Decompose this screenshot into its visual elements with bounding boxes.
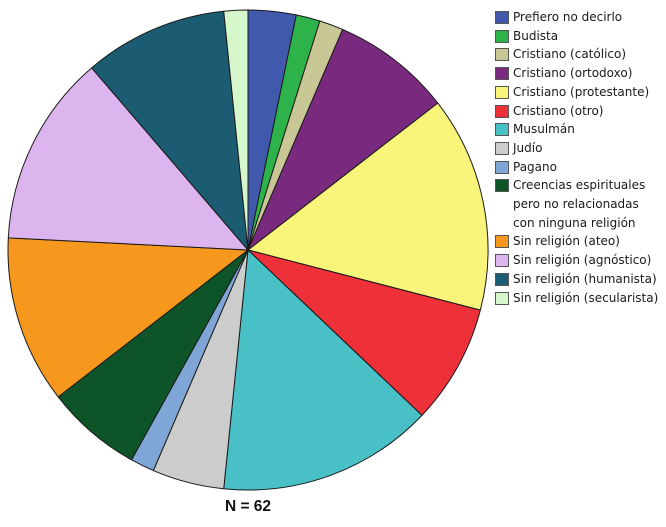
sample-size-label: N = 62 — [224, 498, 272, 515]
legend-label: Cristiano (ortodoxo) — [513, 66, 633, 81]
legend-item-budista: Budista — [495, 27, 665, 46]
pie-slice-sin-religion-ateo — [7, 237, 249, 398]
legend-label: Cristiano (otro) — [513, 103, 604, 118]
pie-slice-sin-religion-agnostico — [7, 67, 249, 251]
pie-slice-cristiano-ortodoxo — [247, 28, 439, 251]
legend-item-sin-religion-ateo: Sin religión (ateo) — [495, 232, 665, 251]
legend-swatch — [495, 48, 509, 62]
legend-swatch — [495, 272, 509, 286]
pie-slice-sin-religion-humanista — [91, 10, 249, 251]
legend-label: Pagano — [513, 159, 557, 174]
legend-item-sin-religion-secularista: Sin religión (secularista) — [495, 289, 665, 308]
pie-slice-cristiano-protestante — [247, 102, 489, 311]
legend-swatch — [495, 141, 509, 155]
legend-label: Judío — [513, 140, 543, 155]
legend-item-prefiero-no-decirlo: Prefiero no decirlo — [495, 8, 665, 27]
legend-item-judio: Judío — [495, 139, 665, 158]
legend-swatch — [495, 104, 509, 118]
legend-label: Sin religión (ateo) — [513, 234, 620, 249]
legend-label: Sin religión (humanista) — [513, 271, 657, 286]
legend-swatch — [495, 123, 509, 137]
legend-swatch — [495, 254, 509, 268]
legend-swatch — [495, 29, 509, 43]
pie-slice-musulman — [223, 249, 423, 491]
legend-swatch — [495, 67, 509, 81]
legend-swatch — [495, 11, 509, 24]
legend-label: Sin religión (agnóstico) — [513, 253, 652, 268]
legend-label: Cristiano (católico) — [513, 47, 627, 62]
legend-label: Musulmán — [513, 122, 575, 137]
legend-item-pagano: Pagano — [495, 158, 665, 177]
legend-item-creencias-espirituales-pero-no-relacionadas-con-ninguna-religion: Creencias espirituales pero no relaciona… — [495, 176, 665, 232]
legend-item-cristiano-catolico: Cristiano (católico) — [495, 45, 665, 64]
legend-item-sin-religion-agnostico: Sin religión (agnóstico) — [495, 251, 665, 270]
legend: Prefiero no decirlo Budista Cristiano (cat… — [495, 8, 665, 307]
legend-item-cristiano-protestante: Cristiano (protestante) — [495, 83, 665, 102]
legend-swatch — [495, 235, 509, 249]
legend-item-sin-religion-humanista: Sin religión (humanista) — [495, 270, 665, 289]
legend-swatch — [495, 179, 509, 193]
legend-swatch — [495, 160, 509, 174]
legend-swatch — [495, 291, 509, 305]
legend-label: Prefiero no decirlo — [513, 10, 623, 24]
legend-item-musulman: Musulmán — [495, 120, 665, 139]
legend-item-cristiano-otro: Cristiano (otro) — [495, 102, 665, 121]
legend-label: Budista — [513, 28, 559, 43]
pie-slice-sin-religion-secularista — [223, 9, 249, 251]
legend-swatch — [495, 85, 509, 99]
legend-item-cristiano-ortodoxo: Cristiano (ortodoxo) — [495, 64, 665, 83]
legend-label: Sin religión (secularista) — [513, 290, 659, 305]
pie-slice-cristiano-otro — [247, 249, 481, 416]
legend-label: Creencias espirituales pero no relaciona… — [513, 178, 646, 230]
legend-label: Cristiano (protestante) — [513, 84, 650, 99]
